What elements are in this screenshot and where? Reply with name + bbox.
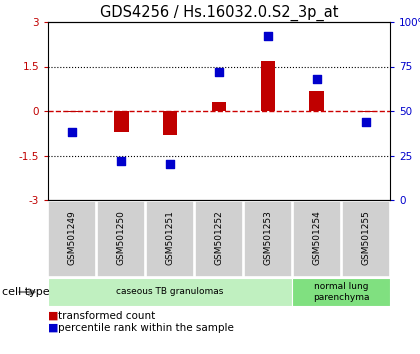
Text: GSM501254: GSM501254 bbox=[312, 210, 321, 265]
Bar bbox=[292, 278, 390, 306]
Point bbox=[362, 119, 369, 125]
Text: percentile rank within the sample: percentile rank within the sample bbox=[58, 323, 234, 333]
Point bbox=[313, 76, 320, 82]
Text: normal lung
parenchyma: normal lung parenchyma bbox=[313, 282, 370, 302]
Point bbox=[69, 130, 76, 135]
Bar bbox=[341, 201, 389, 277]
Text: GSM501253: GSM501253 bbox=[263, 210, 272, 265]
Point bbox=[215, 69, 222, 75]
Bar bbox=[163, 111, 178, 135]
Point bbox=[167, 161, 173, 167]
Text: GSM501249: GSM501249 bbox=[68, 210, 77, 265]
Bar bbox=[195, 201, 243, 277]
Text: ■: ■ bbox=[48, 323, 58, 333]
Bar bbox=[293, 201, 341, 277]
Point bbox=[265, 33, 271, 39]
Bar bbox=[310, 91, 324, 111]
Bar bbox=[244, 201, 292, 277]
Text: GSM501251: GSM501251 bbox=[165, 210, 175, 265]
Point bbox=[118, 158, 125, 164]
Bar bbox=[48, 201, 96, 277]
Text: GSM501252: GSM501252 bbox=[215, 210, 223, 265]
Bar bbox=[358, 111, 373, 113]
Bar bbox=[114, 111, 129, 132]
Text: caseous TB granulomas: caseous TB granulomas bbox=[116, 287, 224, 297]
Text: ■: ■ bbox=[48, 311, 58, 321]
Title: GDS4256 / Hs.16032.0.S2_3p_at: GDS4256 / Hs.16032.0.S2_3p_at bbox=[100, 5, 338, 21]
Text: cell type: cell type bbox=[2, 287, 50, 297]
Text: transformed count: transformed count bbox=[58, 311, 156, 321]
Bar bbox=[97, 201, 145, 277]
Bar bbox=[65, 111, 80, 113]
Bar bbox=[48, 278, 292, 306]
Bar bbox=[260, 61, 275, 111]
Bar bbox=[212, 102, 226, 111]
Bar bbox=[146, 201, 194, 277]
Text: GSM501255: GSM501255 bbox=[361, 210, 370, 265]
Text: GSM501250: GSM501250 bbox=[117, 210, 126, 265]
